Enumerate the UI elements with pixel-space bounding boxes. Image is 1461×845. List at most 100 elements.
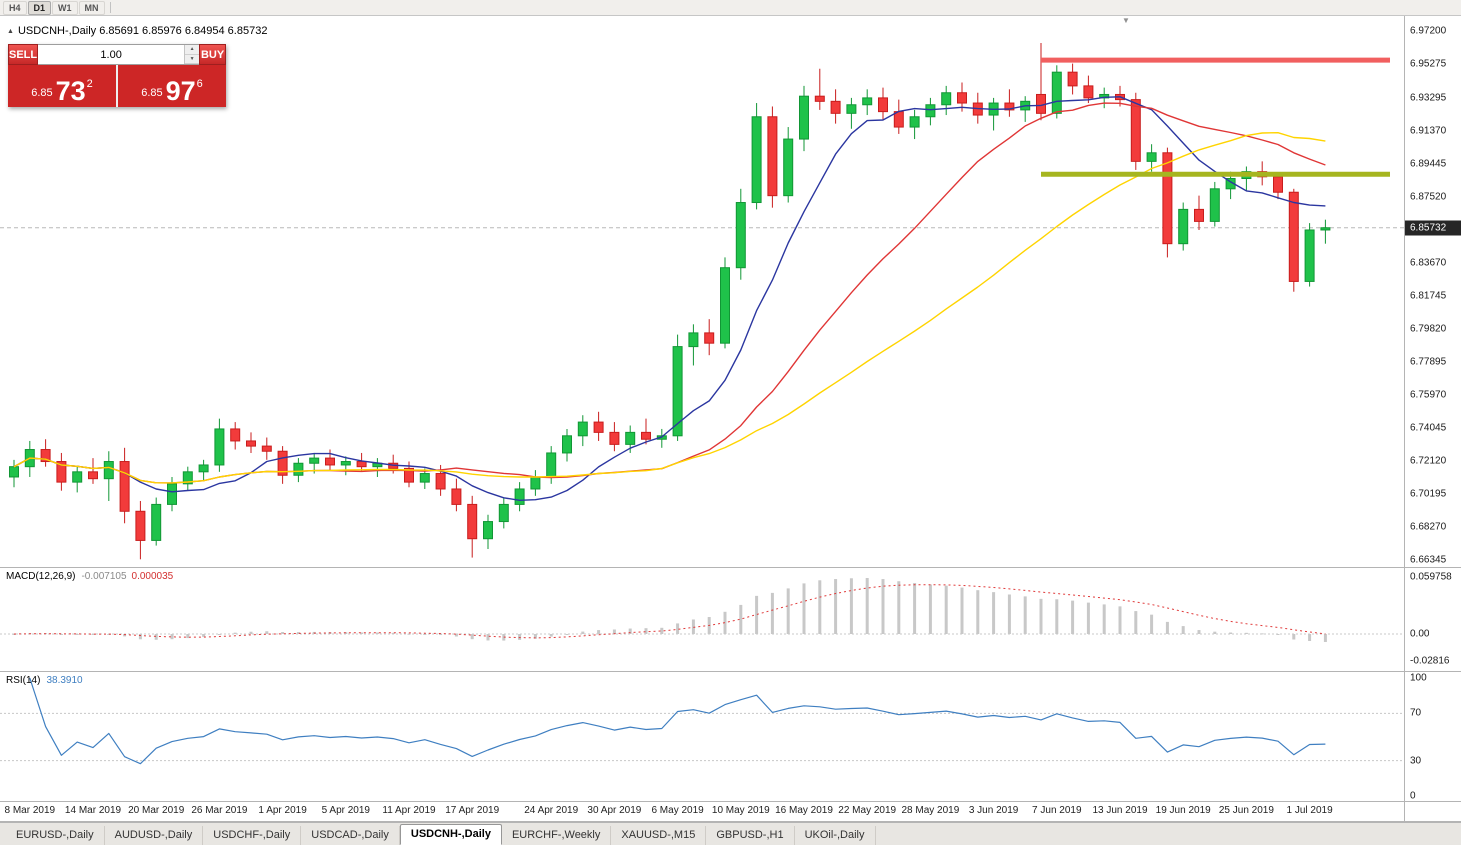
price-axis-label: 6.81745	[1410, 290, 1447, 302]
rsi-axis-label: 30	[1410, 755, 1422, 767]
tab-gbpusd-h1[interactable]: GBPUSD-,H1	[706, 826, 795, 845]
buy-price-pips: 97	[165, 76, 196, 106]
chart-shift-icon: ▼	[1122, 16, 1130, 25]
current-price-tag: 6.85732	[1405, 220, 1461, 236]
timeframe-button-mn[interactable]: MN	[78, 0, 105, 15]
date-label: 17 Apr 2019	[445, 805, 500, 816]
date-label: 19 Jun 2019	[1155, 805, 1211, 816]
timeframe-buttons: H4 D1 W1 MN	[3, 0, 105, 15]
volume-box: ▲ ▼	[38, 44, 200, 65]
price-axis-label: 6.95275	[1410, 58, 1447, 70]
macd-axis-label: 0.059758	[1410, 571, 1452, 583]
date-label: 28 May 2019	[901, 805, 960, 816]
tab-eurusd-daily[interactable]: EURUSD-,Daily	[6, 826, 105, 845]
date-label: 1 Apr 2019	[258, 805, 307, 816]
price-axis-label: 6.89445	[1410, 158, 1447, 170]
tab-xauusd-m15[interactable]: XAUUSD-,M15	[611, 826, 707, 845]
timeframe-toolbar: H4 D1 W1 MN	[0, 0, 1461, 16]
timeframe-button-w1[interactable]: W1	[52, 0, 78, 15]
tab-usdcnh-daily[interactable]: USDCNH-,Daily	[399, 824, 502, 845]
date-label: 3 Jun 2019	[968, 805, 1019, 816]
date-label: 25 Jun 2019	[1218, 805, 1274, 816]
price-axis-label: 6.68270	[1410, 521, 1447, 533]
timeframe-button-d1[interactable]: D1	[27, 0, 52, 15]
rsi-pane[interactable]: RSI(14) 38.3910	[0, 672, 1405, 801]
buy-price-prefix: 6.85	[141, 87, 163, 99]
chart-tabs-bar: EURUSD-,Daily AUDUSD-,Daily USDCHF-,Daily U…	[0, 822, 1461, 845]
volume-spinner: ▲ ▼	[184, 45, 200, 64]
rsi-axis-label: 70	[1410, 707, 1422, 719]
date-label: 26 Mar 2019	[191, 805, 248, 816]
rsi-value: 38.3910	[46, 675, 83, 686]
rsi-name: RSI(14)	[6, 675, 41, 686]
buy-price-tile[interactable]: 6.85 97 6	[118, 65, 226, 107]
one-click-trading-panel: SELL ▲ ▼ BUY 6.85 73 2	[8, 44, 226, 107]
price-axis-label: 6.97200	[1410, 25, 1447, 37]
chart-title-text: USDCNH-,Daily 6.85691 6.85976 6.84954 6.…	[17, 25, 268, 37]
rsi-row: RSI(14) 38.3910 100 70 30 0	[0, 672, 1461, 802]
price-axis-label: 6.74045	[1410, 422, 1447, 434]
date-label: 14 Mar 2019	[64, 805, 122, 816]
tab-eurchf-weekly[interactable]: EURCHF-,Weekly	[502, 826, 612, 845]
date-axis[interactable]: 8 Mar 2019 14 Mar 2019 20 Mar 2019 26 Mar 2…	[0, 802, 1405, 821]
main-chart-row: ▼ ▲ USDCNH-,Daily 6.85691 6.85976 6.84954…	[0, 16, 1461, 568]
tab-usdcad-daily[interactable]: USDCAD-,Daily	[301, 826, 400, 845]
macd-pane[interactable]: MACD(12,26,9) -0.007105 0.000035	[0, 568, 1405, 671]
macd-signal-value: 0.000035	[131, 571, 174, 582]
trade-prices-row: 6.85 73 2 6.85 97 6	[8, 65, 226, 107]
sell-button[interactable]: SELL	[8, 44, 39, 65]
date-label: 24 Apr 2019	[524, 805, 579, 816]
price-axis-label: 6.91370	[1410, 125, 1447, 137]
price-axis-label: 6.72120	[1410, 455, 1447, 467]
macd-axis-label: -0.02816	[1410, 655, 1450, 667]
collapse-icon: ▲	[7, 28, 14, 35]
tab-ukoil-daily[interactable]: UKOil-,Daily	[795, 826, 876, 845]
candlestick-chart[interactable]: ▼ ▲ USDCNH-,Daily 6.85691 6.85976 6.84954…	[0, 16, 1405, 567]
date-label: 16 May 2019	[775, 805, 833, 816]
date-label: 8 Mar 2019	[4, 805, 56, 816]
axis-corner	[1405, 802, 1461, 821]
volume-up-icon[interactable]: ▲	[185, 45, 200, 55]
macd-main-value: -0.007105	[81, 571, 127, 582]
sell-price-tile[interactable]: 6.85 73 2	[8, 65, 118, 107]
date-row: 8 Mar 2019 14 Mar 2019 20 Mar 2019 26 Mar 2…	[0, 802, 1461, 822]
price-axis-label: 6.93295	[1410, 92, 1447, 104]
date-label: 10 May 2019	[711, 805, 770, 816]
tab-usdchf-daily[interactable]: USDCHF-,Daily	[203, 826, 302, 845]
price-axis[interactable]: 6.97200 6.95275 6.93295 6.91370 6.89445 6.875…	[1405, 16, 1461, 567]
macd-axis-label: 0.00	[1410, 628, 1430, 640]
price-axis-label: 6.70195	[1410, 488, 1447, 500]
date-label: 5 Apr 2019	[321, 805, 370, 816]
date-label: 6 May 2019	[651, 805, 704, 816]
volume-input[interactable]	[38, 45, 185, 64]
chart-title: ▲ USDCNH-,Daily 6.85691 6.85976 6.84954 6…	[7, 25, 267, 37]
trade-controls-row: SELL ▲ ▼ BUY	[8, 44, 226, 65]
price-axis-label: 6.87520	[1410, 191, 1447, 203]
date-label: 22 May 2019	[838, 805, 897, 816]
tab-audusd-daily[interactable]: AUDUSD-,Daily	[105, 826, 204, 845]
price-axis-label: 6.83670	[1410, 257, 1447, 269]
volume-down-icon[interactable]: ▼	[185, 54, 200, 64]
sell-price-pips: 73	[55, 76, 86, 106]
rsi-axis-label: 0	[1410, 790, 1416, 802]
buy-button[interactable]: BUY	[199, 44, 226, 65]
timeframe-button-h4[interactable]: H4	[3, 0, 27, 15]
price-axis-label: 6.77895	[1410, 356, 1447, 368]
price-axis-label: 6.79820	[1410, 323, 1447, 335]
macd-label: MACD(12,26,9) -0.007105 0.000035	[6, 571, 173, 582]
rsi-axis-label: 100	[1410, 672, 1427, 684]
price-axis-label: 6.75970	[1410, 389, 1447, 401]
price-axis-label: 6.66345	[1410, 554, 1447, 566]
macd-name: MACD(12,26,9)	[6, 571, 76, 582]
sell-price-prefix: 6.85	[31, 87, 53, 99]
toolbar-separator	[109, 2, 111, 13]
date-label: 11 Apr 2019	[382, 805, 436, 816]
date-label: 30 Apr 2019	[587, 805, 642, 816]
date-label: 7 Jun 2019	[1032, 805, 1082, 816]
macd-row: MACD(12,26,9) -0.007105 0.000035 0.059758 0…	[0, 568, 1461, 672]
date-label: 20 Mar 2019	[128, 805, 185, 816]
macd-axis: 0.059758 0.00 -0.02816	[1405, 568, 1461, 671]
date-label: 1 Jul 2019	[1286, 805, 1333, 816]
rsi-label: RSI(14) 38.3910	[6, 675, 83, 686]
